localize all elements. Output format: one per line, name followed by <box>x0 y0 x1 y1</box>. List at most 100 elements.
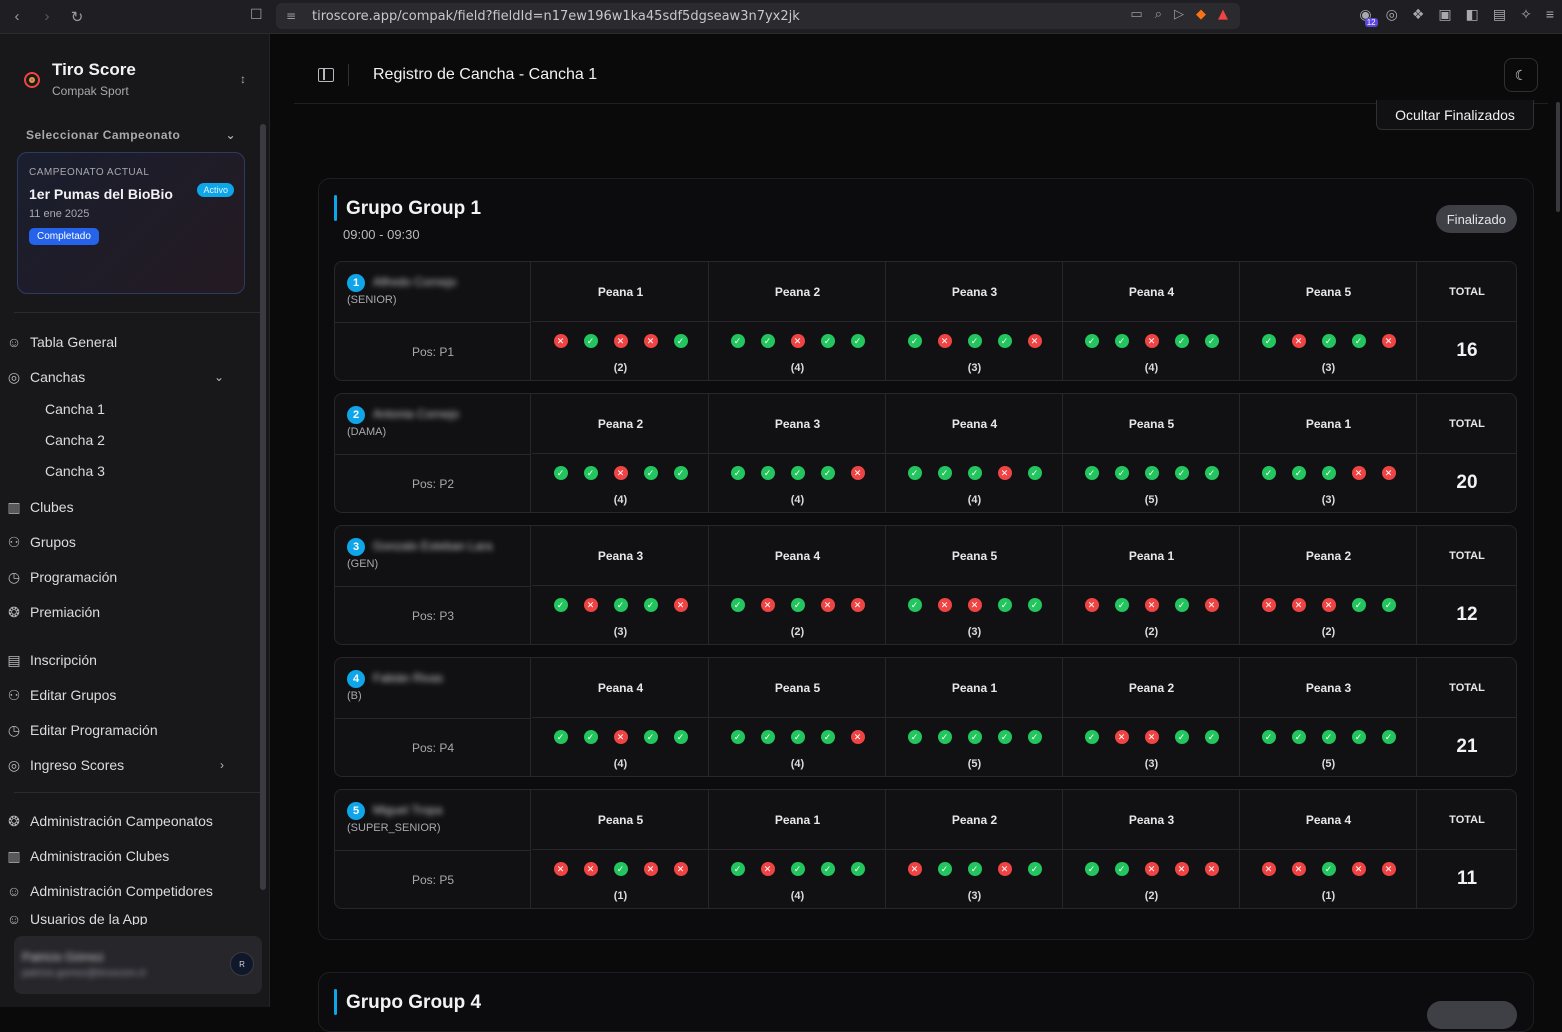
miss-x-icon[interactable]: ✕ <box>643 862 658 876</box>
extension-icon[interactable]: ◉ 12 <box>1359 6 1378 27</box>
hit-check-icon[interactable]: ✓ <box>967 730 982 744</box>
hit-check-icon[interactable]: ✓ <box>907 730 922 744</box>
hit-check-icon[interactable]: ✓ <box>907 334 922 348</box>
hit-check-icon[interactable]: ✓ <box>1084 730 1099 744</box>
hit-check-icon[interactable]: ✓ <box>1351 334 1366 348</box>
sidebar-scrollbar[interactable] <box>260 124 266 890</box>
reload-icon[interactable]: ↻ <box>70 8 84 26</box>
hit-check-icon[interactable]: ✓ <box>1027 598 1042 612</box>
miss-x-icon[interactable]: ✕ <box>643 334 658 348</box>
hit-check-icon[interactable]: ✓ <box>1114 466 1129 480</box>
miss-x-icon[interactable]: ✕ <box>850 730 865 744</box>
hit-check-icon[interactable]: ✓ <box>1114 334 1129 348</box>
hit-check-icon[interactable]: ✓ <box>583 466 598 480</box>
hit-check-icon[interactable]: ✓ <box>937 730 952 744</box>
miss-x-icon[interactable]: ✕ <box>1084 598 1099 612</box>
miss-x-icon[interactable]: ✕ <box>1261 862 1276 876</box>
hit-check-icon[interactable]: ✓ <box>553 730 568 744</box>
puzzle-icon[interactable]: ❖ <box>1411 6 1425 22</box>
hit-check-icon[interactable]: ✓ <box>613 598 628 612</box>
zoom-icon[interactable]: ⌕ <box>1154 7 1162 22</box>
miss-x-icon[interactable]: ✕ <box>583 598 598 612</box>
hit-check-icon[interactable]: ✓ <box>730 862 745 876</box>
nav-inscripcion[interactable]: ▤ Inscripción <box>6 645 236 675</box>
back-icon[interactable]: ‹ <box>14 8 20 25</box>
miss-x-icon[interactable]: ✕ <box>1114 730 1129 744</box>
hit-check-icon[interactable]: ✓ <box>967 862 982 876</box>
hit-check-icon[interactable]: ✓ <box>850 862 865 876</box>
hit-check-icon[interactable]: ✓ <box>730 466 745 480</box>
media-icon[interactable]: ▣ <box>1438 6 1452 22</box>
compass-icon[interactable]: ◎ <box>1385 6 1398 22</box>
hit-check-icon[interactable]: ✓ <box>1321 466 1336 480</box>
miss-x-icon[interactable]: ✕ <box>1144 334 1159 348</box>
miss-x-icon[interactable]: ✕ <box>1204 862 1219 876</box>
hit-check-icon[interactable]: ✓ <box>760 334 775 348</box>
hit-check-icon[interactable]: ✓ <box>1261 730 1276 744</box>
bookmark-icon[interactable]: ☐ <box>250 6 263 22</box>
hit-check-icon[interactable]: ✓ <box>790 598 805 612</box>
leo-icon[interactable]: ✧ <box>1520 6 1532 22</box>
user-card[interactable]: Patricio Gómez patricio.gomez@tiroscore.… <box>14 936 262 994</box>
hit-check-icon[interactable]: ✓ <box>790 466 805 480</box>
hit-check-icon[interactable]: ✓ <box>1174 334 1189 348</box>
hit-check-icon[interactable]: ✓ <box>1084 466 1099 480</box>
miss-x-icon[interactable]: ✕ <box>1204 598 1219 612</box>
miss-x-icon[interactable]: ✕ <box>850 466 865 480</box>
nav-editar-programacion[interactable]: ◷ Editar Programación <box>6 715 236 745</box>
share-icon[interactable]: ▷ <box>1174 7 1184 22</box>
hit-check-icon[interactable]: ✓ <box>820 334 835 348</box>
miss-x-icon[interactable]: ✕ <box>967 598 982 612</box>
hit-check-icon[interactable]: ✓ <box>760 730 775 744</box>
brand[interactable]: Tiro Score Compak Sport <box>22 60 136 98</box>
hit-check-icon[interactable]: ✓ <box>673 334 688 348</box>
miss-x-icon[interactable]: ✕ <box>997 862 1012 876</box>
hit-check-icon[interactable]: ✓ <box>553 598 568 612</box>
hit-check-icon[interactable]: ✓ <box>907 598 922 612</box>
hit-check-icon[interactable]: ✓ <box>997 730 1012 744</box>
miss-x-icon[interactable]: ✕ <box>583 862 598 876</box>
hit-check-icon[interactable]: ✓ <box>820 862 835 876</box>
miss-x-icon[interactable]: ✕ <box>1261 598 1276 612</box>
hit-check-icon[interactable]: ✓ <box>1204 466 1219 480</box>
miss-x-icon[interactable]: ✕ <box>760 598 775 612</box>
hit-check-icon[interactable]: ✓ <box>997 334 1012 348</box>
hit-check-icon[interactable]: ✓ <box>1291 730 1306 744</box>
miss-x-icon[interactable]: ✕ <box>1291 334 1306 348</box>
hit-check-icon[interactable]: ✓ <box>1261 466 1276 480</box>
hit-check-icon[interactable]: ✓ <box>1084 334 1099 348</box>
miss-x-icon[interactable]: ✕ <box>553 334 568 348</box>
select-championship[interactable]: Seleccionar Campeonato ⌄ <box>26 128 236 142</box>
hit-check-icon[interactable]: ✓ <box>730 598 745 612</box>
miss-x-icon[interactable]: ✕ <box>1351 862 1366 876</box>
miss-x-icon[interactable]: ✕ <box>673 598 688 612</box>
hit-check-icon[interactable]: ✓ <box>967 334 982 348</box>
nav-clubes[interactable]: ▥ Clubes <box>6 492 236 522</box>
nav-tabla-general[interactable]: ☺ Tabla General <box>6 327 236 357</box>
menu-icon[interactable]: ≡ <box>1545 6 1554 22</box>
main-scrollbar[interactable] <box>1556 102 1560 212</box>
nav-grupos[interactable]: ⚇ Grupos <box>6 527 236 557</box>
hit-check-icon[interactable]: ✓ <box>760 466 775 480</box>
hit-check-icon[interactable]: ✓ <box>643 730 658 744</box>
cast-icon[interactable]: ▭ <box>1130 7 1143 22</box>
hit-check-icon[interactable]: ✓ <box>643 466 658 480</box>
nav-ingreso-scores[interactable]: ◎ Ingreso Scores › <box>6 750 236 780</box>
hit-check-icon[interactable]: ✓ <box>643 598 658 612</box>
hit-check-icon[interactable]: ✓ <box>1084 862 1099 876</box>
theme-toggle-button[interactable]: ☾ <box>1504 58 1538 92</box>
sidebar-toggle-icon[interactable]: ◧ <box>1465 6 1479 22</box>
hit-check-icon[interactable]: ✓ <box>1351 730 1366 744</box>
miss-x-icon[interactable]: ✕ <box>937 598 952 612</box>
hit-check-icon[interactable]: ✓ <box>613 862 628 876</box>
miss-x-icon[interactable]: ✕ <box>850 598 865 612</box>
nav-cancha-3[interactable]: Cancha 3 <box>45 463 105 479</box>
nav-premiacion[interactable]: ❂ Premiación <box>6 597 236 627</box>
hit-check-icon[interactable]: ✓ <box>1321 334 1336 348</box>
hit-check-icon[interactable]: ✓ <box>820 466 835 480</box>
miss-x-icon[interactable]: ✕ <box>613 334 628 348</box>
chevron-updown-icon[interactable]: ↕ <box>240 72 246 86</box>
hit-check-icon[interactable]: ✓ <box>730 334 745 348</box>
hit-check-icon[interactable]: ✓ <box>583 334 598 348</box>
miss-x-icon[interactable]: ✕ <box>1291 862 1306 876</box>
